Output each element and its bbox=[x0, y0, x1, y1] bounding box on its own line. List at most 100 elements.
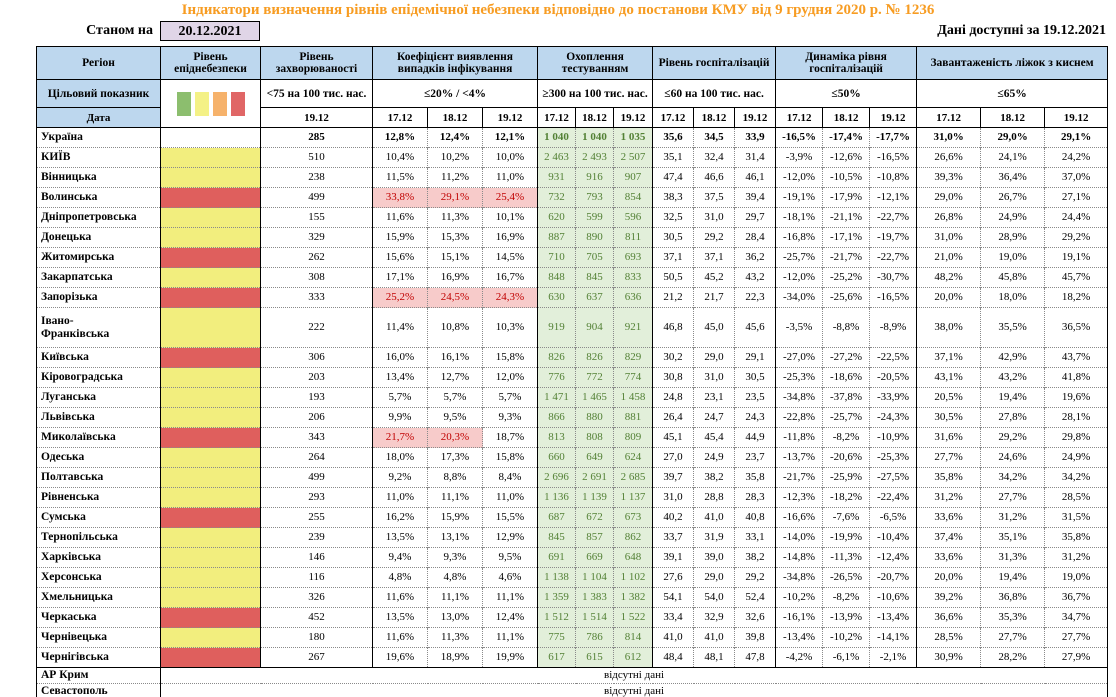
table-row: Кіровоградська 203 13,4% 12,7% 12,0% 776 772 77… bbox=[36, 367, 1108, 388]
oxygen-beds-value: 45,8% bbox=[980, 267, 1045, 288]
oxygen-beds-value: 24,2% bbox=[1044, 147, 1108, 168]
oxygen-beds-value: 19,4% bbox=[980, 567, 1045, 588]
hospitalization-value: 21,7 bbox=[693, 287, 735, 308]
detection-value: 13,1% bbox=[427, 527, 483, 548]
detection-value: 10,1% bbox=[481, 207, 538, 228]
hospitalization-value: 24,7 bbox=[693, 407, 735, 428]
detection-value: 13,5% bbox=[372, 607, 428, 628]
testing-value: 887 bbox=[537, 227, 576, 248]
oxygen-beds-value: 29,0% bbox=[916, 187, 981, 208]
oxygen-beds-value: 20,5% bbox=[916, 387, 981, 408]
oxygen-beds-value: 20,0% bbox=[916, 567, 981, 588]
epidemic-level-cell bbox=[160, 227, 261, 248]
table-row: Хмельницька 326 11,6% 11,1% 11,1% 1 359 1 383 1… bbox=[36, 587, 1108, 608]
oxygen-beds-value: 24,1% bbox=[980, 147, 1045, 168]
detection-value: 20,3% bbox=[427, 427, 483, 448]
region-name: Миколаївська bbox=[36, 427, 161, 448]
group-title-hospitalization-dynamics: Динаміка рівня госпіталізацій bbox=[775, 46, 918, 80]
page-title: Індикатори визначення рівнів епідемічної… bbox=[181, 2, 935, 18]
oxygen-beds-value: 28,5% bbox=[1044, 487, 1108, 508]
date-cell: 17.12 bbox=[537, 107, 577, 128]
dynamics-value: -34,8% bbox=[775, 567, 823, 588]
epidemic-level-cell bbox=[160, 487, 261, 508]
epidemic-level-cell bbox=[160, 187, 261, 208]
dynamics-value: -10,9% bbox=[869, 427, 917, 448]
testing-value: 636 bbox=[613, 287, 653, 308]
dynamics-value: -18,6% bbox=[822, 367, 870, 388]
region-name: Херсонська bbox=[36, 567, 161, 588]
hospitalization-value: 33,9 bbox=[734, 127, 776, 148]
oxygen-beds-value: 30,9% bbox=[916, 647, 981, 668]
table-row: Дніпропетровська 155 11,6% 11,3% 10,1% 620 599… bbox=[36, 207, 1108, 228]
detection-value: 8,8% bbox=[427, 467, 483, 488]
hospitalization-value: 30,5 bbox=[734, 367, 776, 388]
dynamics-value: -27,0% bbox=[775, 347, 823, 368]
hospitalization-value: 24,8 bbox=[652, 387, 694, 408]
incidence-value: 326 bbox=[260, 587, 373, 608]
dynamics-value: -27,5% bbox=[869, 467, 917, 488]
dynamics-value: -17,7% bbox=[869, 127, 917, 148]
testing-value: 649 bbox=[575, 447, 614, 468]
date-cell: 17.12 bbox=[775, 107, 824, 128]
no-data-cell: відсутні дані bbox=[159, 667, 1108, 684]
oxygen-beds-value: 29,2% bbox=[1044, 227, 1108, 248]
testing-value: 1 035 bbox=[613, 127, 653, 148]
testing-value: 880 bbox=[575, 407, 614, 428]
oxygen-beds-value: 39,3% bbox=[916, 167, 981, 188]
dynamics-value: -10,4% bbox=[869, 527, 917, 548]
incidence-value: 146 bbox=[260, 547, 373, 568]
region-name: КИЇВ bbox=[36, 147, 161, 168]
target-row-label: Цільовий показник bbox=[36, 79, 161, 108]
oxygen-beds-value: 29,2% bbox=[980, 427, 1045, 448]
hospitalization-value: 39,8 bbox=[734, 627, 776, 648]
hospitalization-value: 47,4 bbox=[652, 167, 694, 188]
testing-value: 786 bbox=[575, 627, 614, 648]
testing-value: 2 691 bbox=[575, 467, 614, 488]
table-row: Закарпатська 308 17,1% 16,9% 16,7% 848 845 833 5… bbox=[36, 267, 1108, 288]
region-name: Волинська bbox=[36, 187, 161, 208]
epidemic-level-legend bbox=[160, 79, 261, 128]
as-of-date-cell[interactable]: 20.12.2021 bbox=[160, 21, 260, 41]
region-name: Чернігівська bbox=[36, 647, 161, 668]
group-title-detection: Коефіцієнт виявлення випадків інфікуванн… bbox=[371, 46, 539, 80]
hospitalization-value: 41,0 bbox=[693, 627, 735, 648]
detection-value: 16,1% bbox=[427, 347, 483, 368]
detection-value: 8,4% bbox=[481, 467, 538, 488]
oxygen-beds-value: 27,7% bbox=[916, 447, 981, 468]
oxygen-beds-value: 27,7% bbox=[1044, 627, 1108, 648]
testing-value: 624 bbox=[613, 447, 653, 468]
oxygen-beds-value: 19,0% bbox=[980, 247, 1045, 268]
detection-value: 9,9% bbox=[372, 407, 428, 428]
incidence-value: 343 bbox=[260, 427, 373, 448]
testing-value: 845 bbox=[537, 527, 576, 548]
dynamics-value: -12,1% bbox=[869, 187, 917, 208]
testing-value: 1 458 bbox=[613, 387, 653, 408]
dynamics-value: -12,0% bbox=[775, 167, 823, 188]
detection-value: 11,6% bbox=[372, 587, 428, 608]
oxygen-beds-value: 27,7% bbox=[980, 487, 1045, 508]
region-name: Одеська bbox=[36, 447, 161, 468]
oxygen-beds-value: 31,0% bbox=[916, 127, 981, 148]
detection-value: 11,0% bbox=[372, 487, 428, 508]
date-cell: 19.12 bbox=[869, 107, 918, 128]
data-available-date: 19.12.2021 bbox=[1043, 23, 1106, 38]
detection-value: 11,1% bbox=[481, 587, 538, 608]
table-row: Севастополь відсутні дані bbox=[36, 683, 1108, 697]
testing-value: 691 bbox=[537, 547, 576, 568]
epidemic-level-cell bbox=[160, 507, 261, 528]
oxygen-beds-value: 35,1% bbox=[980, 527, 1045, 548]
dynamics-value: -4,2% bbox=[775, 647, 823, 668]
epidemic-level-cell bbox=[160, 207, 261, 228]
dynamics-value: -16,8% bbox=[775, 227, 823, 248]
dynamics-value: -22,5% bbox=[869, 347, 917, 368]
group-title-incidence: Рівень захворюваності bbox=[260, 46, 373, 80]
detection-value: 10,3% bbox=[481, 307, 538, 348]
detection-value: 16,9% bbox=[427, 267, 483, 288]
testing-value: 612 bbox=[613, 647, 653, 668]
date-cell: 17.12 bbox=[372, 107, 428, 128]
testing-value: 1 139 bbox=[575, 487, 614, 508]
detection-value: 12,7% bbox=[427, 367, 483, 388]
incidence-value: 238 bbox=[260, 167, 373, 188]
hospitalization-value: 26,4 bbox=[652, 407, 694, 428]
